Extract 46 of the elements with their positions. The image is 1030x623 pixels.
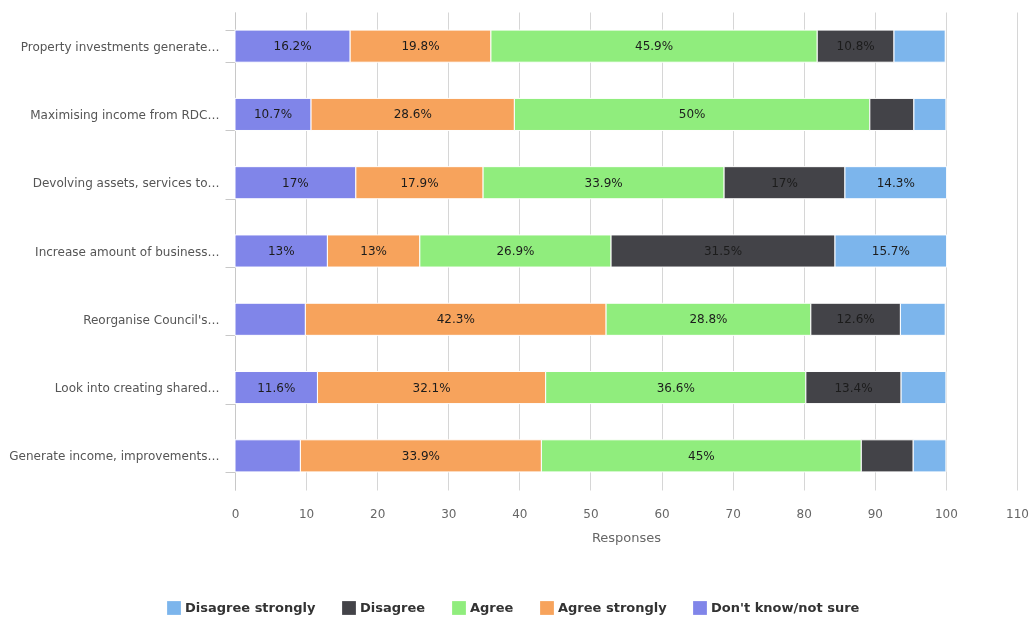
data-label: 17% <box>282 175 309 190</box>
y-tick-label: Reorganise Council's… <box>83 312 220 327</box>
data-label: 28.6% <box>393 107 432 122</box>
x-axis-title: Responses <box>591 529 662 545</box>
legend-label: Disagree <box>360 600 426 615</box>
x-tick-label: 30 <box>441 506 457 521</box>
x-tick-label: 70 <box>725 506 741 521</box>
data-label: 33.9% <box>584 175 623 190</box>
data-label: 26.9% <box>496 244 535 258</box>
y-tick-label: Devolving assets, services to… <box>32 176 220 191</box>
data-label: 14.3% <box>876 175 915 190</box>
data-label: 36.6% <box>656 380 695 395</box>
data-label: 13% <box>360 244 387 258</box>
x-tick-label: 90 <box>867 506 883 521</box>
data-label: 13% <box>267 244 295 258</box>
data-label: 33.9% <box>401 448 440 463</box>
data-label: 15.7% <box>871 244 910 258</box>
legend-label: Agree strongly <box>558 600 668 615</box>
data-label: 50% <box>678 107 706 122</box>
data-label: 42.3% <box>436 312 475 327</box>
x-tick-label: 40 <box>512 506 528 521</box>
x-tick-label: 50 <box>583 506 599 521</box>
y-tick-label: Maximising income from RDC… <box>30 107 220 122</box>
x-tick-label: 60 <box>654 506 670 521</box>
y-tick-label: Property investments generate… <box>20 39 220 54</box>
x-tick-label: 80 <box>796 506 812 521</box>
x-tick-label: 0 <box>231 506 240 521</box>
data-label: 17.9% <box>400 175 439 190</box>
y-tick-label: Look into creating shared… <box>54 381 220 396</box>
data-label: 45.9% <box>635 39 674 54</box>
x-tick-label: 20 <box>370 506 386 521</box>
data-label: 45% <box>688 448 715 463</box>
y-tick-label: Increase amount of business… <box>35 244 220 259</box>
legend-label: Agree <box>470 600 514 615</box>
data-label: 11.6% <box>257 380 296 395</box>
x-tick-label: 10 <box>298 506 315 521</box>
legend-label: Disagree strongly <box>185 600 316 615</box>
y-tick-label: Generate income, improvements… <box>9 449 220 464</box>
data-label: 19.8% <box>401 39 440 54</box>
legend-label: Don't know/not sure <box>711 600 860 615</box>
data-label: 16.2% <box>273 39 312 54</box>
data-label: 10.7% <box>253 107 293 122</box>
x-tick-label: 100 <box>934 506 958 521</box>
x-tick-label: 110 <box>1006 506 1029 521</box>
data-label: 32.1% <box>412 380 451 395</box>
data-label: 28.8% <box>689 312 728 327</box>
